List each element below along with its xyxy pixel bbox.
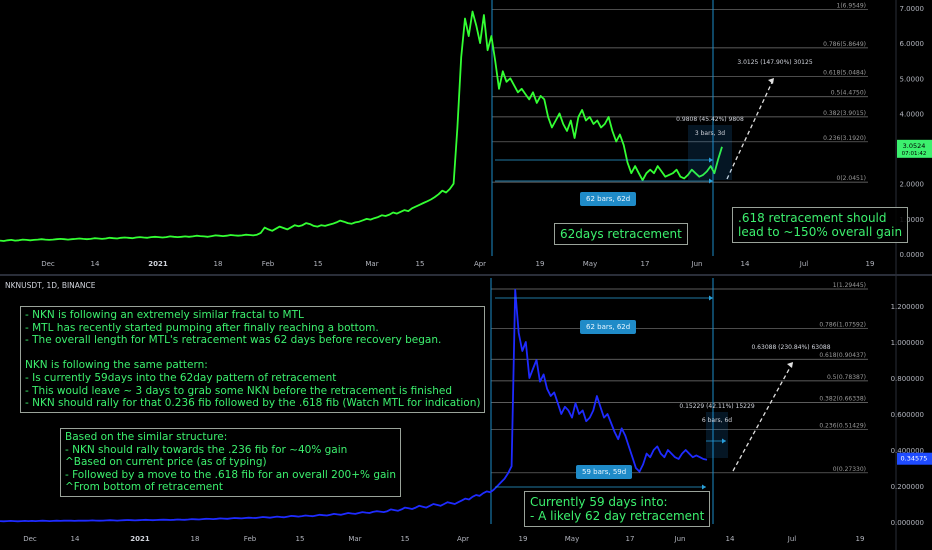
fib-level-label: 0.382(0.66338) — [819, 396, 866, 403]
x-tick-label: 17 — [626, 535, 635, 543]
y-tick-label: 1.200000 — [891, 303, 924, 311]
price-series-line — [0, 10, 723, 242]
x-tick-label: 14 — [91, 260, 100, 268]
x-tick-label: 19 — [856, 535, 865, 543]
x-tick-label: Apr — [457, 535, 469, 543]
symbol-title: NKNUSDT, 1D, BINANCE — [5, 281, 96, 290]
x-tick-label: 14 — [741, 260, 750, 268]
y-tick-label: 5.0000 — [900, 75, 925, 83]
y-tick-label: 1.000000 — [891, 339, 924, 347]
note-nkn-fractal: - NKN is following an extremely similar … — [20, 306, 486, 413]
projection-dashed-line — [726, 77, 775, 180]
measure-bars-label: 6 bars, 6d — [702, 417, 732, 424]
current-price-tag — [897, 139, 932, 158]
range-arrowhead — [709, 157, 713, 163]
x-tick-label: Mar — [348, 535, 361, 543]
current-price-tag — [897, 452, 932, 465]
current-price-timer: 07:01:42 — [902, 151, 927, 157]
fib-level-label: 0(2.0451) — [837, 175, 867, 182]
measure-box — [688, 125, 732, 180]
fib-level-label: 0.382(3.9015) — [823, 110, 866, 117]
x-tick-label: Mar — [365, 260, 378, 268]
x-tick-label: 2021 — [148, 260, 168, 268]
y-tick-label: 7.0000 — [900, 5, 925, 13]
nkn-chart-panel: 0.000000 0.200000 0.400000 0.600000 0.800000… — [0, 278, 932, 543]
y-tick-label: 0.200000 — [891, 483, 924, 491]
measure-label: 0.15229 (42.11%) 15229 — [679, 403, 754, 410]
measure-label: 0.9808 (45.42%) 9808 — [676, 116, 744, 123]
x-tick-label: Jul — [799, 260, 809, 268]
price-series-line — [0, 288, 708, 523]
fib-level-label: 0.786(5.8649) — [823, 41, 866, 48]
projection-arrowhead — [768, 78, 774, 84]
mtl-chart-panel: 0.00001.00002.00003.00004.00005.00006.00… — [0, 0, 932, 268]
fib-level-label: 0.5(0.78387) — [827, 374, 866, 381]
current-price-value: 0.34575 — [901, 455, 928, 463]
fib-level-label: 0(0.27330) — [833, 466, 866, 473]
x-tick-label: 14 — [71, 535, 80, 543]
x-tick-label: May — [565, 535, 579, 543]
x-tick-label: 15 — [401, 535, 410, 543]
projection-dashed-line — [732, 361, 794, 472]
x-tick-label: 19 — [866, 260, 875, 268]
y-tick-label: 0.0000 — [900, 251, 925, 259]
note-similar-structure: Based on the similar structure: - NKN sh… — [60, 428, 402, 497]
range-arrowhead — [722, 438, 726, 444]
bars-62-tag-bottom: 62 bars, 62d — [580, 320, 637, 334]
projection-label: 0.63088 (230.84%) 63088 — [751, 344, 830, 351]
bars-59-tag: 59 bars, 59d — [576, 465, 633, 479]
y-tick-label: 1.0000 — [900, 216, 925, 224]
y-tick-label: 0.400000 — [891, 447, 924, 455]
y-tick-label: 6.0000 — [900, 40, 925, 48]
fib-level-label: 0.618(0.90437) — [819, 352, 866, 359]
x-tick-label: Jun — [674, 535, 686, 543]
fib-level-label: 0.5(4.4750) — [831, 90, 866, 97]
y-tick-label: 2.0000 — [900, 181, 925, 189]
x-tick-label: Feb — [244, 535, 257, 543]
fib-level-label: 1(6.9549) — [837, 3, 867, 10]
x-tick-label: 19 — [536, 260, 545, 268]
fib-level-label: 0.786(1.07592) — [819, 321, 866, 328]
x-tick-label: 18 — [214, 260, 223, 268]
y-tick-label: 4.0000 — [900, 110, 925, 118]
y-tick-label: 0.800000 — [891, 375, 924, 383]
x-tick-label: 17 — [641, 260, 650, 268]
x-tick-label: Dec — [41, 260, 55, 268]
projection-label: 3.0125 (147.90%) 30125 — [737, 59, 812, 66]
fib-level-label: 0.618(5.0484) — [823, 70, 866, 77]
x-tick-label: Jul — [787, 535, 797, 543]
y-tick-label: 0.000000 — [891, 519, 924, 527]
x-tick-label: 18 — [191, 535, 200, 543]
range-arrowhead — [709, 178, 713, 184]
note-618-retracement: .618 retracement should lead to ~150% ov… — [732, 207, 909, 243]
x-tick-label: 2021 — [130, 535, 150, 543]
x-tick-label: 15 — [416, 260, 425, 268]
fib-level-label: 0.236(3.1920) — [823, 135, 866, 142]
note-62days-retracement: 62days retracement — [554, 223, 688, 245]
range-arrowhead — [709, 295, 713, 301]
note-59days-into: Currently 59 days into: - A likely 62 da… — [524, 491, 711, 527]
x-tick-label: 14 — [726, 535, 735, 543]
y-tick-label: 0.600000 — [891, 411, 924, 419]
x-tick-label: Feb — [262, 260, 275, 268]
projection-arrowhead — [787, 362, 793, 368]
current-price-value: 3.0524 — [903, 142, 926, 150]
measure-box — [706, 412, 728, 458]
x-tick-label: Jun — [691, 260, 703, 268]
fib-level-label: 1(1.29445) — [833, 282, 866, 289]
bars-62-tag-top: 62 bars, 62d — [580, 192, 637, 206]
x-tick-label: 15 — [314, 260, 323, 268]
x-tick-label: 19 — [519, 535, 528, 543]
x-tick-label: Apr — [474, 260, 486, 268]
x-tick-label: May — [583, 260, 597, 268]
range-arrowhead — [702, 484, 706, 490]
fib-level-label: 0.236(0.51429) — [819, 422, 866, 429]
x-tick-label: Dec — [23, 535, 37, 543]
x-tick-label: 15 — [296, 535, 305, 543]
measure-bars-label: 3 bars, 3d — [695, 130, 725, 137]
